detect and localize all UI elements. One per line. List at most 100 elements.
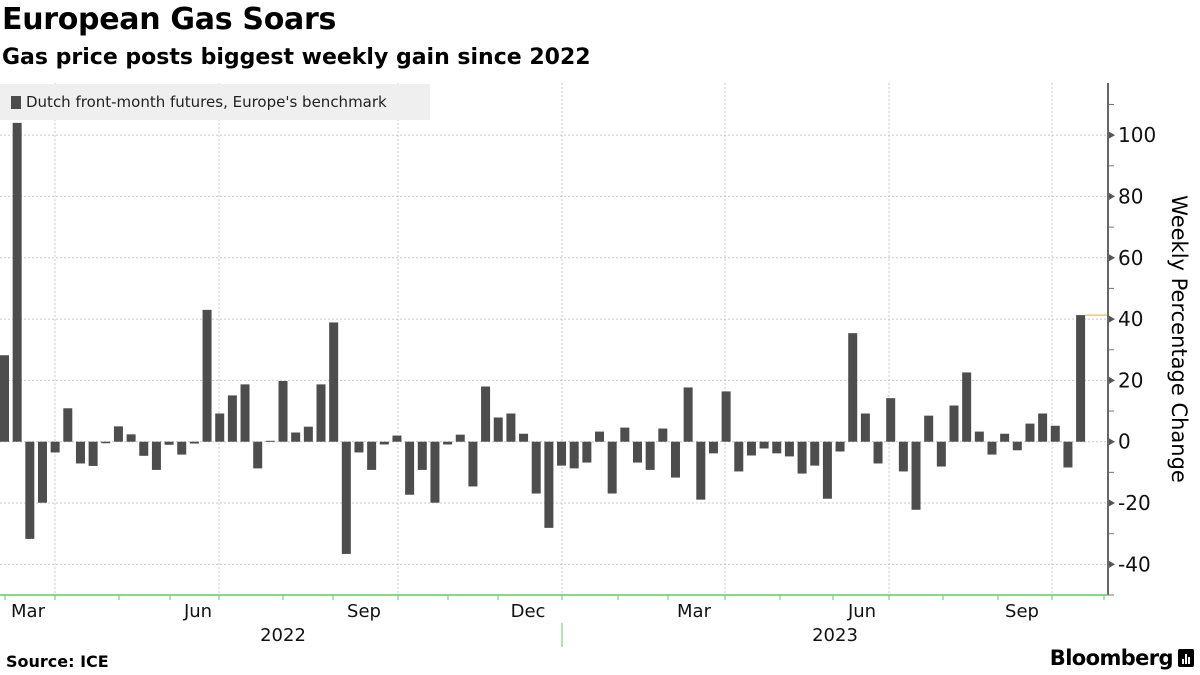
- chart-subtitle: Gas price posts biggest weekly gain sinc…: [2, 45, 591, 70]
- bar: [696, 441, 706, 500]
- bloomberg-chart-icon: [1178, 649, 1194, 667]
- bars: [0, 122, 1108, 554]
- bar: [164, 441, 174, 445]
- bar: [101, 441, 111, 444]
- bar: [873, 441, 883, 464]
- bar: [835, 441, 845, 452]
- chart-title: European Gas Soars: [2, 2, 337, 37]
- bar: [430, 441, 440, 503]
- bar: [455, 434, 465, 442]
- y-tick-marker: [1108, 376, 1115, 385]
- bar: [633, 441, 642, 463]
- bar: [405, 441, 415, 495]
- x-tick-label: Sep: [1005, 601, 1039, 622]
- y-tick-label: 40: [1118, 307, 1143, 331]
- y-tick-label: -20: [1118, 491, 1151, 515]
- bar: [25, 441, 35, 539]
- bar: [746, 441, 756, 456]
- bar: [531, 441, 541, 494]
- bar: [12, 122, 22, 442]
- bar: [354, 441, 364, 453]
- bar: [848, 333, 858, 442]
- y-tick-label: 0: [1118, 430, 1131, 454]
- brand-name: Bloomberg: [1049, 646, 1174, 670]
- bar: [506, 413, 516, 442]
- bar: [50, 441, 60, 453]
- bar: [329, 322, 339, 442]
- x-year-label: 2023: [812, 625, 858, 646]
- bar: [569, 441, 579, 469]
- grid-lines: [0, 83, 1108, 595]
- bar: [772, 441, 782, 454]
- bar: [417, 441, 427, 470]
- y-tick-marker: [1108, 131, 1115, 140]
- bar: [708, 441, 718, 454]
- bar: [253, 441, 263, 469]
- bar: [924, 415, 934, 442]
- x-axis: Mar Jun Sep Dec Mar Jun Sep 2022 2023: [0, 594, 1108, 647]
- bar: [544, 441, 554, 528]
- x-tick-label: Sep: [347, 601, 381, 622]
- bar: [1000, 433, 1010, 442]
- bar: [1076, 315, 1086, 442]
- bar: [189, 441, 199, 444]
- bar: [759, 441, 769, 449]
- x-tick-label: Mar: [677, 601, 712, 622]
- bar: [265, 440, 275, 442]
- bar: [949, 405, 959, 442]
- y-tick-marker: [1108, 437, 1115, 446]
- bar: [962, 372, 972, 442]
- bar: [177, 441, 187, 455]
- bar: [75, 441, 85, 464]
- bar: [1012, 441, 1022, 451]
- bar: [595, 431, 605, 442]
- y-tick-label: 80: [1118, 184, 1143, 208]
- bar: [886, 398, 896, 442]
- bar: [215, 413, 225, 442]
- bar: [481, 386, 491, 442]
- bar: [670, 441, 680, 478]
- bar: [557, 441, 567, 466]
- bar: [443, 441, 453, 445]
- y-tick-marker: [1108, 499, 1115, 508]
- bar: [1063, 441, 1073, 468]
- bar: [721, 391, 731, 442]
- bar: [367, 441, 377, 470]
- bar: [240, 384, 250, 442]
- bar: [316, 384, 326, 442]
- y-tick-label: -40: [1118, 552, 1151, 576]
- bar: [202, 309, 212, 442]
- bar: [151, 441, 161, 470]
- y-tick-label: 20: [1118, 368, 1143, 392]
- bar: [1050, 425, 1060, 442]
- bar: [519, 433, 529, 442]
- bar: [37, 441, 47, 503]
- bar: [683, 387, 693, 442]
- bar: [987, 441, 997, 455]
- bar: [898, 441, 908, 472]
- bar: [303, 426, 313, 442]
- bar: [392, 435, 402, 442]
- y-tick-marker: [1108, 253, 1115, 262]
- bar: [278, 381, 288, 442]
- y-tick-label: 60: [1118, 246, 1143, 270]
- bar: [645, 441, 655, 470]
- bar: [797, 441, 807, 474]
- bar: [784, 441, 794, 457]
- bar: [658, 428, 668, 442]
- bar: [810, 441, 820, 466]
- y-tick-marker: [1108, 315, 1115, 324]
- y-axis: -40 -20 0 20 40 60 80 100: [1107, 83, 1156, 596]
- bar: [582, 441, 592, 463]
- bar: [139, 441, 149, 456]
- bloomberg-logo: Bloomberg: [1050, 646, 1194, 670]
- bar: [88, 441, 98, 466]
- x-tick-label: Dec: [511, 601, 546, 622]
- bar: [607, 441, 617, 494]
- source-note: Source: ICE: [6, 652, 109, 671]
- x-tick-label: Jun: [847, 601, 876, 622]
- bar: [63, 408, 73, 442]
- bar: [341, 441, 351, 554]
- x-tick-label: Jun: [183, 601, 212, 622]
